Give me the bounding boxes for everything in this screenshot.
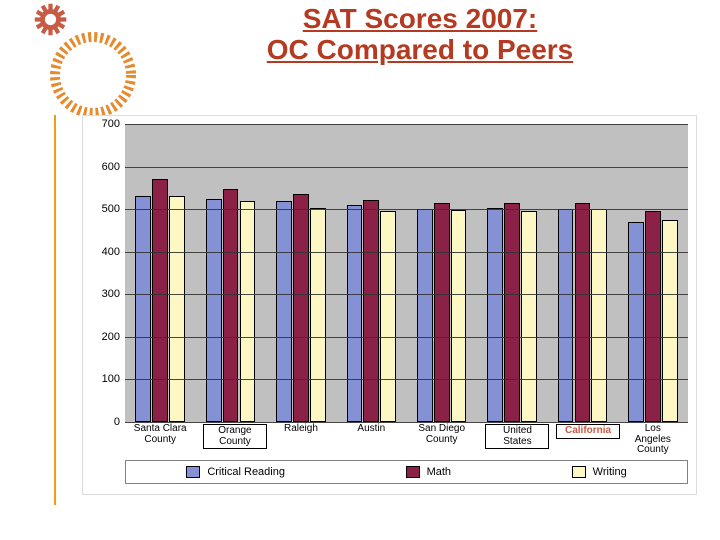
callout-label: California [556,424,620,439]
gear-icon [18,0,138,120]
legend-item-math: Math [406,466,452,478]
bar [645,211,661,422]
slide: SAT Scores 2007: OC Compared to Peers 0 1… [0,0,720,540]
x-tick-label: Los Angeles County [635,424,671,456]
bar [487,208,503,422]
page-title: SAT Scores 2007: OC Compared to Peers [150,4,690,66]
accent-line [54,115,56,505]
plot-area [125,124,688,422]
legend-label: Critical Reading [207,466,285,478]
bar [240,201,256,422]
bar [575,203,591,422]
y-tick-label: 300 [102,288,120,300]
chart-container: 0 100 200 300 400 500 600 700 Santa Clara Count… [82,115,697,495]
bar [347,205,363,422]
bar [206,199,222,423]
legend: Critical Reading Math Writing [125,460,688,484]
title-line1: SAT Scores 2007: [303,3,538,34]
x-tick-label: Austin [357,424,385,435]
y-tick-label: 700 [102,118,120,130]
grid-line [125,124,688,125]
bar [135,196,151,422]
bar [521,211,537,422]
x-tick-label: San Diego County [418,424,465,445]
legend-item-critical-reading: Critical Reading [186,466,285,478]
callout-label: Orange County [203,424,267,449]
bar [451,210,467,422]
callout-label: United States [485,424,549,449]
legend-swatch [406,466,420,478]
bar [591,209,607,422]
legend-swatch [572,466,586,478]
y-tick-label: 400 [102,246,120,258]
y-tick-label: 0 [114,416,120,428]
bar [380,211,396,422]
bar [662,220,678,422]
bar [558,209,574,422]
y-tick-label: 200 [102,331,120,343]
grid-line [125,252,688,253]
bar [169,196,185,422]
grid-line [125,379,688,380]
bar [293,194,309,422]
y-tick-label: 600 [102,161,120,173]
bars-layer [125,124,688,422]
bar [504,203,520,422]
grid-line [125,294,688,295]
bar [310,208,326,422]
y-axis: 0100200300400500600700 [83,124,123,422]
legend-swatch [186,466,200,478]
bar [363,200,379,422]
bar [223,189,239,422]
legend-item-writing: Writing [572,466,627,478]
y-tick-label: 100 [102,373,120,385]
grid-line [125,337,688,338]
bar [417,209,433,422]
bar [434,203,450,422]
grid-line [125,209,688,210]
legend-label: Writing [593,466,627,478]
y-tick-label: 500 [102,203,120,215]
grid-line [125,167,688,168]
title-line2: OC Compared to Peers [267,34,574,65]
legend-label: Math [427,466,451,478]
bar [276,201,292,422]
x-tick-label: Santa Clara County [134,424,187,445]
x-tick-label: Raleigh [284,424,318,435]
bar [152,179,168,422]
